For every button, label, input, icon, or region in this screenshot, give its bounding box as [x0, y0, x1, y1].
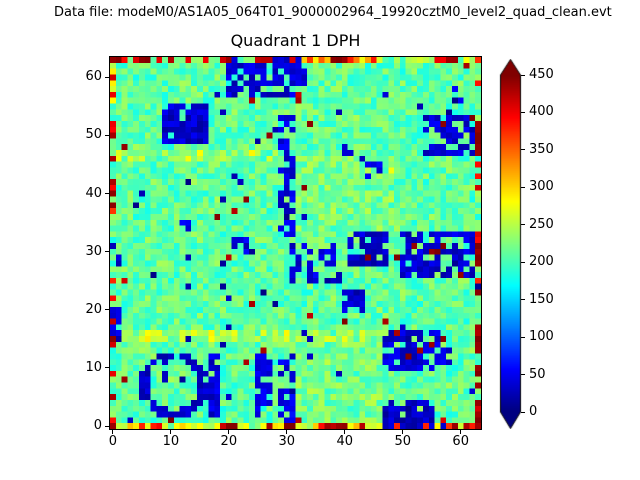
colorbar-tick-mark	[521, 149, 525, 151]
x-tick-label: 40	[336, 434, 354, 449]
x-tick-mark	[228, 430, 230, 434]
colorbar-tick-label: 400	[529, 104, 554, 120]
colorbar-tick-mark	[521, 111, 525, 113]
y-tick-mark	[105, 134, 109, 136]
colorbar-tick-label: 50	[529, 366, 546, 382]
colorbar-tick-mark	[521, 261, 525, 263]
y-tick-mark	[105, 367, 109, 369]
x-tick-mark	[460, 430, 462, 434]
y-tick-label: 50	[85, 127, 102, 143]
colorbar-tick-label: 350	[529, 141, 554, 157]
colorbar-tick-label: 100	[529, 329, 554, 345]
y-tick-label: 20	[85, 301, 102, 317]
colorbar	[499, 59, 522, 429]
colorbar-tick-mark	[521, 224, 525, 226]
heatmap-canvas	[110, 57, 481, 429]
x-tick-label: 60	[452, 434, 469, 449]
colorbar-tick-label: 150	[529, 291, 554, 307]
colorbar-tick-mark	[521, 374, 525, 376]
y-tick-label: 0	[93, 418, 102, 434]
colorbar-tick-label: 200	[529, 254, 554, 270]
y-tick-label: 60	[85, 69, 102, 85]
x-tick-mark	[286, 430, 288, 434]
colorbar-tick-mark	[521, 336, 525, 338]
x-tick-label: 10	[162, 434, 180, 449]
colorbar-tick-label: 0	[529, 404, 538, 419]
data-file-label: Data file: modeM0/AS1A05_064T01_90000029…	[54, 5, 612, 20]
colorbar-tick-label: 250	[529, 216, 554, 232]
y-tick-label: 10	[85, 359, 102, 375]
x-tick-mark	[112, 430, 114, 434]
y-tick-label: 40	[85, 185, 102, 201]
x-tick-mark	[344, 430, 346, 434]
y-tick-label: 30	[85, 243, 102, 259]
x-tick-label: 20	[220, 434, 238, 449]
y-tick-mark	[105, 76, 109, 78]
chart-title: Quadrant 1 DPH	[230, 31, 361, 50]
y-tick-mark	[105, 193, 109, 195]
y-tick-mark	[105, 425, 109, 427]
x-tick-mark	[170, 430, 172, 434]
x-tick-label: 0	[108, 434, 118, 449]
x-tick-label: 50	[394, 434, 412, 449]
heatmap-axes	[109, 56, 482, 430]
colorbar-tick-label: 300	[529, 179, 554, 195]
x-tick-label: 30	[278, 434, 296, 449]
colorbar-tick-mark	[521, 74, 525, 76]
y-tick-mark	[105, 309, 109, 311]
colorbar-tick-mark	[521, 186, 525, 188]
colorbar-tick-mark	[521, 411, 525, 413]
x-tick-mark	[402, 430, 404, 434]
colorbar-tick-label: 450	[529, 67, 554, 82]
y-tick-mark	[105, 251, 109, 253]
colorbar-tick-mark	[521, 299, 525, 301]
